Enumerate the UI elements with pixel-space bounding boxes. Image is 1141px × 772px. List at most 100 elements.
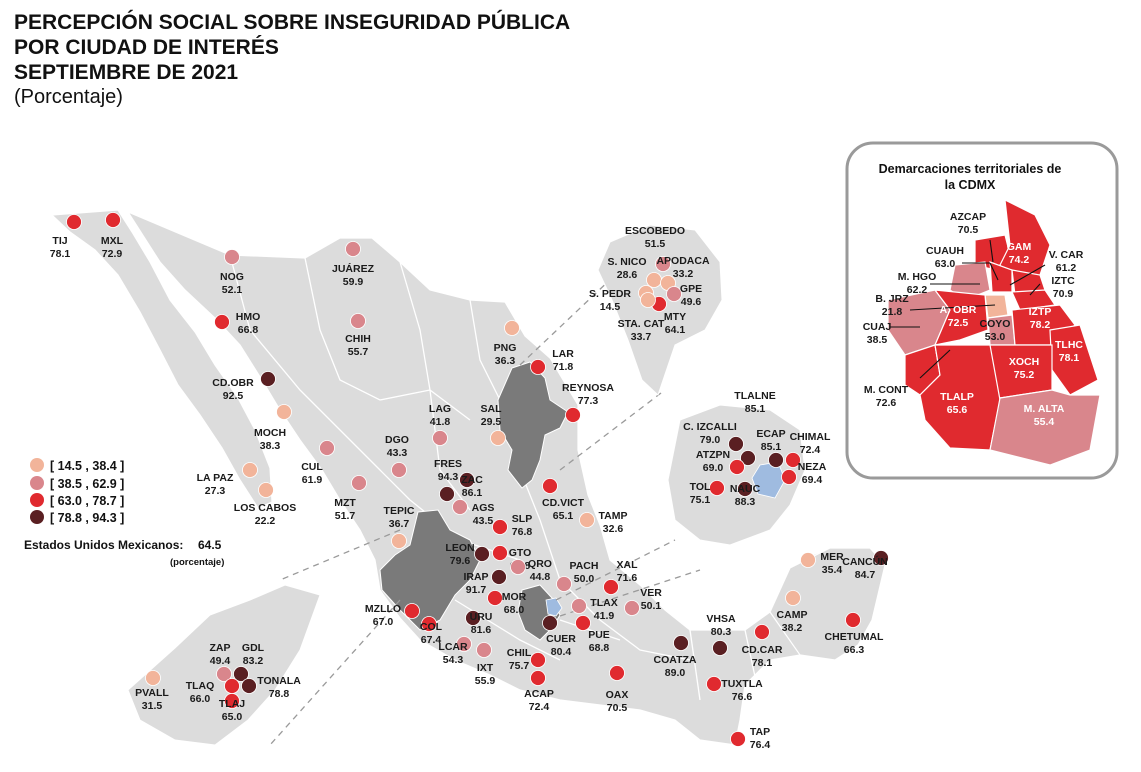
city-marker-ixt <box>476 642 492 658</box>
city-value-mzllo: 67.0 <box>373 616 394 628</box>
city-name-lcar: LCAR <box>438 641 468 653</box>
city-marker-tlalne <box>728 436 744 452</box>
city-name-cuer: CUER <box>546 633 576 645</box>
city-marker-reynosa <box>565 407 581 423</box>
city-marker-la-paz <box>242 462 258 478</box>
city-value-gdl: 83.2 <box>243 655 264 667</box>
city-name-neza: NEZA <box>798 461 827 473</box>
city-name-dgo: DGO <box>385 434 409 446</box>
city-name-fres: FRES <box>434 458 462 470</box>
city-value-mty: 64.1 <box>665 324 686 336</box>
city-value-cuer: 80.4 <box>551 646 572 658</box>
district-value-xoch: 75.2 <box>1014 369 1035 381</box>
city-marker-acap <box>530 670 546 686</box>
city-value-chih: 55.7 <box>348 346 369 358</box>
city-value-sta-cat: 33.7 <box>631 331 652 343</box>
city-name-mer: MER <box>820 551 844 563</box>
district-value-azcap: 70.5 <box>958 224 979 236</box>
city-marker-col <box>421 616 437 632</box>
city-marker-pach <box>556 576 572 592</box>
city-value-qro: 44.8 <box>530 571 551 583</box>
city-value-cul: 61.9 <box>302 474 323 486</box>
city-name-pue: PUE <box>588 629 610 641</box>
city-marker-zap <box>216 666 232 682</box>
city-value-sal: 29.5 <box>481 416 502 428</box>
legend-label-1: [ 14.5 , 38.4 ] <box>50 459 124 473</box>
city-name-mzt: MZT <box>334 497 356 509</box>
city-marker-tonala <box>241 678 257 694</box>
city-marker-mxl <box>105 212 121 228</box>
city-name-hmo: HMO <box>236 311 261 323</box>
city-name-lag: LAG <box>429 403 451 415</box>
city-marker-cuer <box>542 615 558 631</box>
cdmx-inset-title-2: la CDMX <box>945 178 996 192</box>
city-value-hmo: 66.8 <box>238 324 259 336</box>
city-marker-slp <box>492 519 508 535</box>
city-value-ver: 50.1 <box>641 600 662 612</box>
district-name-m-cont: M. CONT <box>864 384 909 396</box>
city-marker-leon <box>474 546 490 562</box>
city-marker-pvall <box>145 670 161 686</box>
city-value-tlax: 41.9 <box>594 610 615 622</box>
city-marker-moch <box>276 404 292 420</box>
city-marker-los-cabos <box>258 482 274 498</box>
city-marker-xal <box>603 579 619 595</box>
legend-label-4: [ 78.8 , 94.3 ] <box>50 511 124 525</box>
title-block: PERCEPCIÓN SOCIAL SOBRE INSEGURIDAD PÚBL… <box>14 10 570 110</box>
cdmx-leader-lines <box>890 239 1046 379</box>
city-name-mxl: MXL <box>101 235 124 247</box>
city-value-pue: 68.8 <box>589 642 610 654</box>
city-name-cd-vict: CD.VICT <box>542 497 585 509</box>
city-marker-tlaj <box>224 693 240 709</box>
district-value-tlalp: 65.6 <box>947 404 968 416</box>
city-marker-gpe <box>666 286 682 302</box>
city-name-zap: ZAP <box>210 642 231 654</box>
city-marker-gto <box>492 545 508 561</box>
city-name-cd-obr: CD.OBR <box>212 377 254 389</box>
city-value-neza: 69.4 <box>802 474 823 486</box>
city-marker-irap <box>491 569 507 585</box>
city-name-vhsa: VHSA <box>706 613 736 625</box>
city-marker-ver <box>624 600 640 616</box>
city-name-s-pedr: S. PEDR <box>589 288 631 300</box>
city-marker-chil <box>530 652 546 668</box>
city-marker-chih <box>350 313 366 329</box>
city-name-tamp: TAMP <box>599 510 628 522</box>
city-value-juarez: 59.9 <box>343 276 364 288</box>
mexico-landmass <box>50 209 886 746</box>
city-marker-tepic <box>391 533 407 549</box>
city-marker-mor <box>487 590 503 606</box>
cdmx-inset-title-1: Demarcaciones territoriales de <box>879 162 1062 176</box>
district-name-tlalp: TLALP <box>940 391 974 403</box>
district-name-m-alta: M. ALTA <box>1024 403 1065 415</box>
city-name-qro: QRO <box>528 558 552 570</box>
city-name-xal: XAL <box>617 559 639 571</box>
district-value-cuauh: 63.0 <box>935 258 956 270</box>
city-marker-cd-car <box>754 624 770 640</box>
city-value-oax: 70.5 <box>607 702 628 714</box>
city-name-tij: TIJ <box>52 235 67 247</box>
district-value-m-hgo: 62.2 <box>907 284 928 296</box>
city-value-gpe: 49.6 <box>681 296 702 308</box>
city-value-s-pedr: 14.5 <box>600 301 621 313</box>
city-marker-sal <box>490 430 506 446</box>
city-marker-cul <box>319 440 335 456</box>
city-marker-oax <box>609 665 625 681</box>
city-name-chimal: CHIMAL <box>790 431 831 443</box>
city-value-tonala: 78.8 <box>269 688 290 700</box>
legend-swatch-4 <box>30 510 44 524</box>
national-value: 64.5 <box>198 538 222 552</box>
city-name-leon: LEON <box>445 542 474 554</box>
city-marker-qro <box>510 559 526 575</box>
city-name-mor: MOR <box>502 591 527 603</box>
city-value-cancun: 84.7 <box>855 569 876 581</box>
city-value-cd-obr: 92.5 <box>223 390 244 402</box>
city-name-reynosa: REYNOSA <box>562 382 614 394</box>
city-markers: TIJ78.1MXL72.9NOG52.1JUÁREZ59.9HMO66.8CH… <box>50 212 889 751</box>
district-name-iztp: IZTP <box>1029 306 1052 318</box>
city-name-png: PNG <box>494 342 517 354</box>
district-value-gam: 74.2 <box>1009 254 1030 266</box>
city-value-c-izcalli: 79.0 <box>700 434 721 446</box>
district-value-a-obr: 72.5 <box>948 317 969 329</box>
